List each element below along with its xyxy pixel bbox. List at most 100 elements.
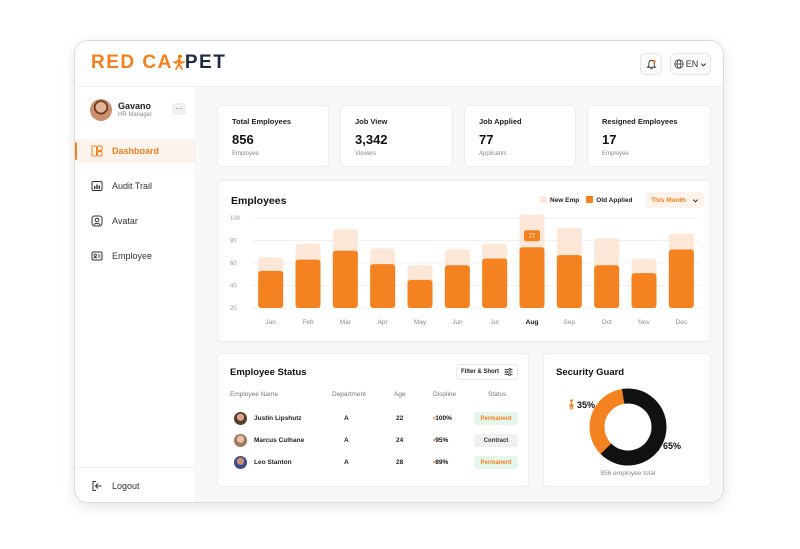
stat-title: Total Employees [232,117,292,126]
column-header-age[interactable]: Age [394,391,406,398]
sidebar-item-label: Audit Trail [112,181,153,191]
male-percentage: 65% [654,440,681,451]
language-selector[interactable]: EN [670,53,711,75]
employee-discipline: •95% [433,437,449,444]
logo-text-part1: RED CA [91,52,173,73]
x-tick-label: Oct [602,319,612,326]
column-header-employee-name[interactable]: Employee Name [230,391,279,398]
x-tick-label: Jul [491,319,500,326]
legend-new-emp: New Emp [540,196,579,204]
stat-card-job-applied[interactable]: Job Applied 77 Applicants [464,105,576,167]
x-tick-label: Dec [676,319,688,326]
x-tick-label: Feb [302,319,314,326]
language-label: EN [685,59,699,69]
employee-avatar [234,434,247,447]
employee-discipline: •100% [433,415,452,422]
stat-subtitle: Viewers [355,151,377,157]
stat-value: 3,342 [355,132,388,147]
audit-trail-icon [91,180,103,192]
x-tick-label: Aug [526,319,539,326]
employee-card-icon [91,250,103,262]
chart-legend: New Emp Old Applied [540,196,633,204]
status-badge: Permanent [474,412,518,425]
bar-old-applied [295,259,321,308]
data-label-box [524,230,540,242]
bar-old-applied [332,250,358,308]
sidebar: Gavano HR Manager ... Dashboard Audit Tr… [75,87,196,502]
sidebar-divider [75,467,196,468]
discipline-value: 95% [435,437,449,444]
chevron-down-icon [701,62,707,66]
stat-value: 17 [602,132,617,147]
table-row[interactable]: Justin Lipshutz A 22 •100% Permanent [218,409,530,429]
employee-age: 22 [396,415,404,422]
bar-old-applied [631,273,657,308]
bar-old-applied [556,255,582,308]
bar-old-applied [258,270,284,308]
notification-button[interactable] [640,53,662,75]
bell-icon [646,59,656,69]
discipline-value: 100% [435,415,452,422]
x-tick-label: Jan [265,319,276,326]
logout-button[interactable]: Logout [75,474,195,498]
period-label: This Month [651,196,686,204]
column-header-department[interactable]: Department [332,391,366,398]
table-row[interactable]: Leo Stanton A 28 •89% Permanent [218,453,530,473]
sidebar-item-dashboard[interactable]: Dashboard [75,139,195,163]
y-tick-label: 100 [230,216,241,222]
employee-department: A [344,437,349,444]
stat-card-total-employees[interactable]: Total Employees 856 Employee [217,105,329,167]
globe-icon [674,59,684,69]
female-percentage: 35% [568,399,595,410]
profile-name: Gavano [118,101,152,111]
chevron-down-icon [692,198,698,203]
x-tick-label: Sep [564,319,576,326]
bar-old-applied [594,265,620,308]
x-tick-label: Nov [638,319,650,326]
avatar-icon [91,215,103,227]
sidebar-item-avatar[interactable]: Avatar [75,209,195,233]
logout-label: Logout [112,481,140,491]
filter-label: Filter & Short [460,369,499,375]
red-carpet-logo[interactable]: RED CA PET [91,52,226,74]
employee-name: Leo Stanton [254,459,292,466]
sidebar-item-employee[interactable]: Employee [75,244,195,268]
stat-card-resigned-employees[interactable]: Resigned Employees 17 Employee [587,105,711,167]
status-badge: Permanent [474,456,518,469]
discipline-value: 89% [435,459,449,466]
column-header-discipline[interactable]: Displine [433,391,457,398]
profile-more-button[interactable]: ... [172,103,186,115]
filter-sort-button[interactable]: Filter & Short [456,364,518,380]
dashboard-icon [91,145,103,157]
data-label: 77 [529,234,536,240]
sidebar-item-audit-trail[interactable]: Audit Trail [75,174,195,198]
x-tick-label: Mar [340,319,352,326]
employee-name: Justin Lipshutz [254,415,302,422]
column-header-status[interactable]: Status [488,391,507,398]
employee-department: A [344,459,349,466]
profile-role: HR Manager [118,112,153,118]
stat-subtitle: Employee [602,151,629,157]
bar-old-applied [407,279,433,308]
table-row[interactable]: Marcus Culhane A 24 •95% Contract [218,431,530,451]
avatar[interactable] [90,99,112,121]
y-tick-label: 80 [230,239,237,245]
legend-old-applied: Old Applied [586,196,633,204]
employee-discipline: •89% [433,459,449,466]
employee-age: 28 [396,459,404,466]
stat-title: Job View [355,117,388,126]
security-guard-total: 856 employee total [600,470,656,477]
stat-card-job-view[interactable]: Job View 3,342 Viewers [340,105,453,167]
legend-label: Old Applied [596,197,633,204]
logout-icon [91,480,103,492]
employee-avatar [234,412,247,425]
employees-bar-chart: 20 40 60 80 100 Jan Feb Mar Apr May Jun Jul Aug 77 Sep… [230,214,700,326]
bar-old-applied [482,258,508,308]
bar-old-applied [444,265,470,308]
period-dropdown[interactable]: This Month [646,192,704,208]
stat-subtitle: Applicants [479,151,507,157]
x-tick-label: Jun [452,319,463,326]
y-tick-label: 60 [230,261,237,267]
employee-department: A [344,415,349,422]
x-tick-label: May [414,319,427,326]
